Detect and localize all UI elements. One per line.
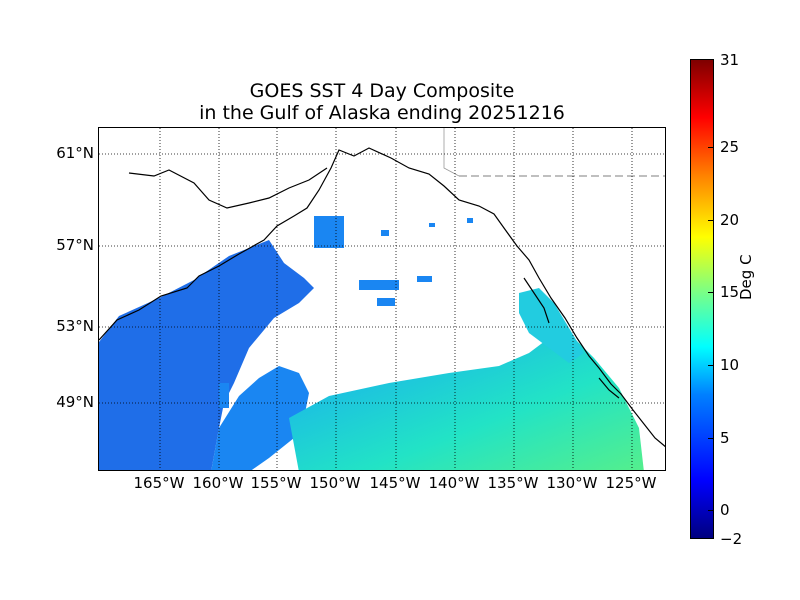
- coastline-north: [128, 167, 328, 209]
- colorbar-tick-minus2: −2: [720, 530, 743, 548]
- sst-region-west: [99, 240, 314, 470]
- lon-label-165: 165°W: [133, 474, 185, 492]
- lat-label-61: 61°N: [56, 144, 94, 162]
- border-line-2: [443, 128, 460, 177]
- lat-label-53: 53°N: [56, 317, 94, 335]
- lon-label-140: 140°W: [428, 474, 480, 492]
- colorbar-tickmark: [708, 438, 714, 439]
- title-line-1: GOES SST 4 Day Composite: [249, 80, 515, 102]
- lat-label-49: 49°N: [56, 393, 94, 411]
- graticule: [99, 128, 665, 470]
- colorbar-tick-31: 31: [720, 51, 740, 69]
- colorbar-tickmark: [708, 365, 714, 366]
- map-title: GOES SST 4 Day Composite in the Gulf of …: [98, 80, 666, 124]
- lon-label-160: 160°W: [192, 474, 244, 492]
- map-plot-area: [98, 127, 666, 471]
- colorbar-tick-5: 5: [720, 429, 730, 447]
- colorbar-tick-20: 20: [720, 211, 740, 229]
- lon-label-155: 155°W: [250, 474, 302, 492]
- colorbar-tick-25: 25: [720, 138, 740, 156]
- islands: [523, 277, 620, 399]
- colorbar-tickmark: [708, 510, 714, 511]
- colorbar-tick-0: 0: [720, 501, 730, 519]
- sst-patches: [219, 216, 473, 408]
- colorbar-tick-15: 15: [720, 283, 740, 301]
- title-line-2: in the Gulf of Alaska ending 20251216: [199, 102, 565, 124]
- colorbar-tickmark: [708, 147, 714, 148]
- lon-label-135: 135°W: [487, 474, 539, 492]
- lon-label-125: 125°W: [605, 474, 657, 492]
- lat-label-57: 57°N: [56, 236, 94, 254]
- lon-label-150: 150°W: [309, 474, 361, 492]
- colorbar-tickmark: [708, 220, 714, 221]
- colorbar-label: Deg C: [737, 254, 755, 300]
- lon-label-130: 130°W: [546, 474, 598, 492]
- colorbar: [690, 59, 714, 539]
- sst-region-coastal: [519, 288, 584, 363]
- colorbar-tick-10: 10: [720, 356, 740, 374]
- sst-region-central: [211, 366, 309, 470]
- colorbar-tickmark: [708, 292, 714, 293]
- lon-label-145: 145°W: [369, 474, 421, 492]
- sst-map: [99, 128, 665, 470]
- coastline: [99, 147, 665, 448]
- sst-region-south: [289, 333, 644, 470]
